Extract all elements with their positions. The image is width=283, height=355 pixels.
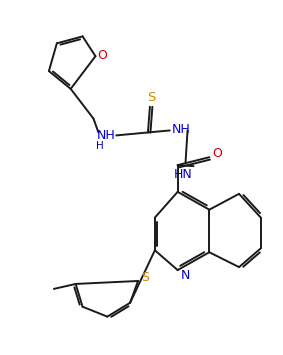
Text: S: S <box>141 271 149 284</box>
Text: O: O <box>212 147 222 160</box>
Text: NH: NH <box>97 129 116 142</box>
Text: N: N <box>181 268 190 282</box>
Text: S: S <box>147 91 155 104</box>
Text: H: H <box>96 141 103 151</box>
Text: O: O <box>97 49 107 62</box>
Text: HN: HN <box>174 168 193 181</box>
Text: NH: NH <box>172 123 191 136</box>
